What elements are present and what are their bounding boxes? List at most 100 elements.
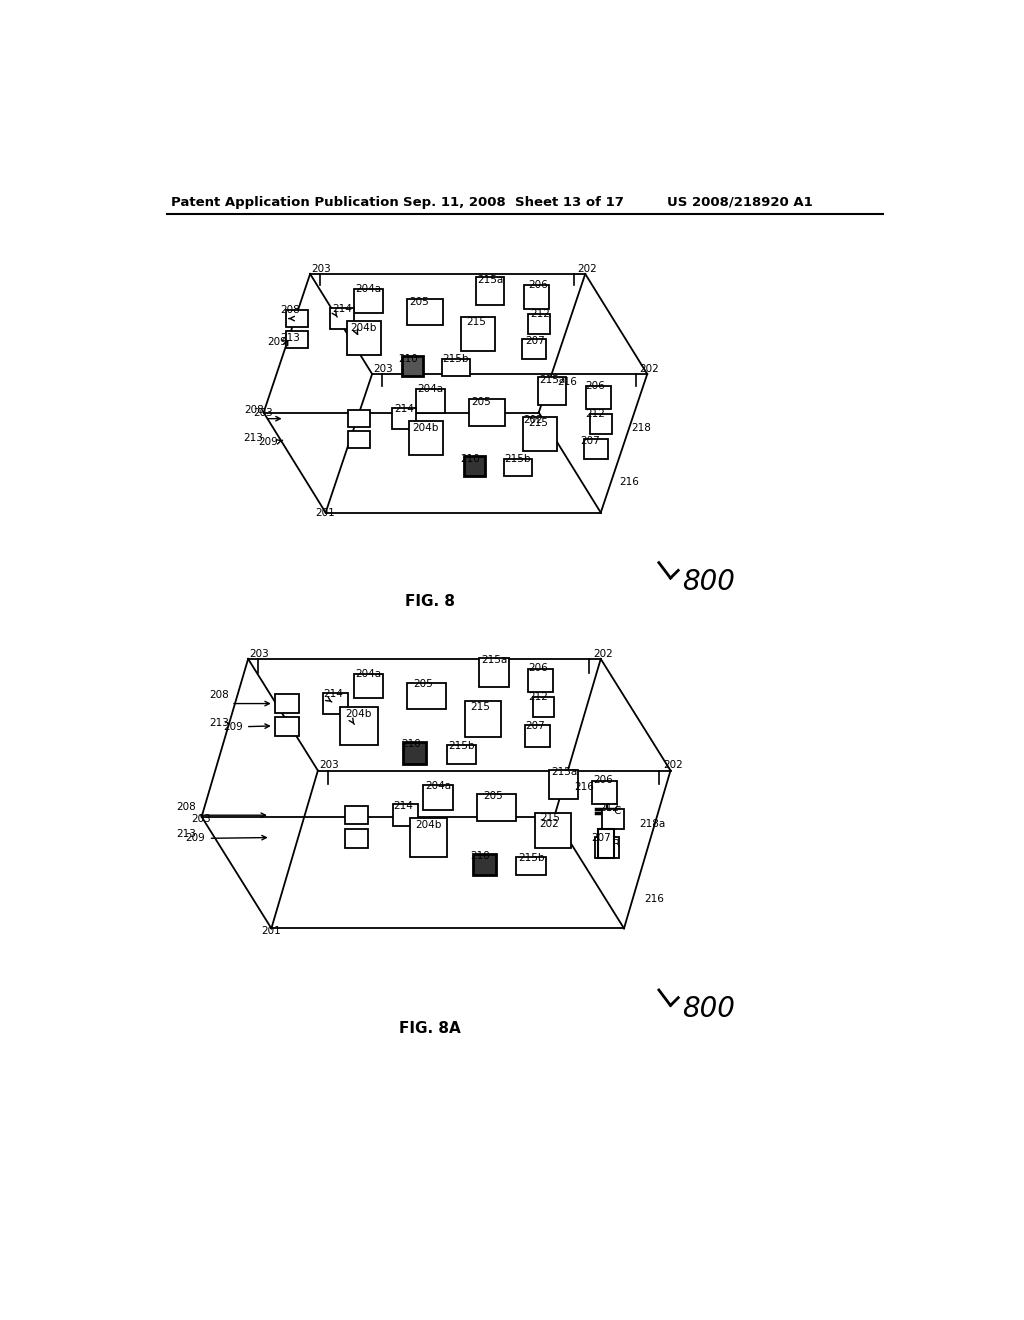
- Text: 216: 216: [574, 783, 594, 792]
- Bar: [549, 770, 579, 799]
- Text: 212: 212: [586, 409, 605, 418]
- Text: 215b: 215b: [442, 354, 469, 364]
- Text: 203: 203: [250, 648, 269, 659]
- Text: 215b: 215b: [449, 741, 474, 751]
- Text: 207: 207: [592, 833, 611, 842]
- Text: 213: 213: [176, 829, 197, 840]
- Text: 212: 212: [528, 692, 548, 702]
- Text: 203: 203: [191, 814, 211, 824]
- Bar: [353, 289, 383, 313]
- Text: 204b: 204b: [415, 820, 441, 830]
- Text: 207: 207: [524, 721, 545, 731]
- Text: 215: 215: [528, 417, 548, 428]
- Text: 203: 203: [374, 363, 393, 374]
- Text: 210: 210: [398, 354, 418, 363]
- Text: 201: 201: [315, 508, 335, 517]
- Text: 213: 213: [244, 433, 263, 444]
- Bar: [275, 718, 299, 737]
- Text: 202: 202: [640, 363, 659, 374]
- Text: 205: 205: [483, 791, 503, 801]
- Bar: [345, 829, 369, 847]
- Bar: [324, 693, 348, 714]
- Text: 202: 202: [663, 760, 683, 770]
- Text: 207: 207: [525, 335, 546, 346]
- Bar: [393, 804, 418, 826]
- Text: 207: 207: [581, 436, 600, 446]
- Bar: [532, 697, 554, 718]
- Text: 216: 216: [644, 894, 664, 904]
- Text: 203: 203: [311, 264, 332, 273]
- Text: 214: 214: [324, 689, 343, 700]
- Text: 208: 208: [209, 690, 228, 700]
- Bar: [598, 829, 614, 858]
- Bar: [423, 785, 453, 810]
- Bar: [585, 440, 607, 459]
- Bar: [347, 321, 381, 355]
- Bar: [477, 795, 515, 821]
- Text: 209: 209: [185, 833, 206, 843]
- Bar: [473, 854, 496, 875]
- Bar: [524, 725, 550, 747]
- Text: 204b: 204b: [350, 323, 377, 333]
- Bar: [476, 277, 504, 305]
- Bar: [348, 411, 370, 428]
- Text: 201: 201: [261, 925, 281, 936]
- Bar: [528, 314, 550, 334]
- Text: 215b: 215b: [518, 853, 545, 862]
- Bar: [416, 388, 445, 413]
- Bar: [469, 400, 505, 425]
- Bar: [516, 857, 546, 875]
- Text: 204a: 204a: [355, 284, 381, 294]
- Bar: [348, 430, 370, 447]
- Text: 214: 214: [394, 404, 414, 413]
- Text: 800: 800: [682, 568, 735, 595]
- Text: C: C: [613, 805, 621, 816]
- Text: 204a: 204a: [425, 781, 451, 791]
- Bar: [403, 742, 426, 763]
- Text: 202: 202: [539, 820, 558, 829]
- Bar: [401, 356, 423, 376]
- Text: 204a: 204a: [355, 669, 381, 680]
- Text: 210: 210: [471, 851, 490, 861]
- Text: R: R: [613, 838, 621, 849]
- Bar: [464, 457, 485, 477]
- Text: Patent Application Publication: Patent Application Publication: [171, 195, 398, 209]
- Bar: [528, 669, 553, 692]
- Bar: [410, 421, 443, 455]
- Text: 204b: 204b: [413, 422, 439, 433]
- Text: 210: 210: [461, 454, 480, 463]
- Bar: [340, 706, 378, 744]
- Bar: [523, 417, 557, 451]
- Text: 204b: 204b: [345, 709, 372, 718]
- Text: US 2008/218920 A1: US 2008/218920 A1: [667, 195, 812, 209]
- Text: Sep. 11, 2008  Sheet 13 of 17: Sep. 11, 2008 Sheet 13 of 17: [403, 195, 624, 209]
- Bar: [524, 285, 549, 309]
- Bar: [522, 339, 546, 359]
- Bar: [590, 414, 611, 434]
- Text: 212: 212: [530, 309, 550, 319]
- Bar: [353, 673, 383, 698]
- Bar: [407, 682, 445, 709]
- Text: 205: 205: [471, 397, 492, 407]
- Bar: [345, 807, 369, 825]
- Text: 209: 209: [267, 337, 287, 347]
- Text: 206: 206: [528, 280, 549, 290]
- Text: 209: 209: [223, 722, 243, 731]
- Text: 202: 202: [523, 416, 543, 425]
- Text: 215: 215: [541, 813, 560, 824]
- Text: 215a: 215a: [551, 767, 578, 777]
- Text: FIG. 8A: FIG. 8A: [399, 1020, 461, 1036]
- Text: 210: 210: [400, 739, 421, 750]
- Bar: [535, 813, 570, 849]
- Text: 213: 213: [209, 718, 228, 727]
- Text: 216: 216: [557, 376, 578, 387]
- Text: 218a: 218a: [640, 820, 666, 829]
- Text: 212: 212: [599, 804, 620, 813]
- Bar: [461, 317, 496, 351]
- Bar: [446, 744, 476, 763]
- Text: 205: 205: [414, 680, 433, 689]
- Text: 215a: 215a: [539, 375, 565, 385]
- Text: 203: 203: [319, 760, 339, 770]
- Text: 218: 218: [632, 422, 651, 433]
- Text: 205: 205: [410, 297, 429, 306]
